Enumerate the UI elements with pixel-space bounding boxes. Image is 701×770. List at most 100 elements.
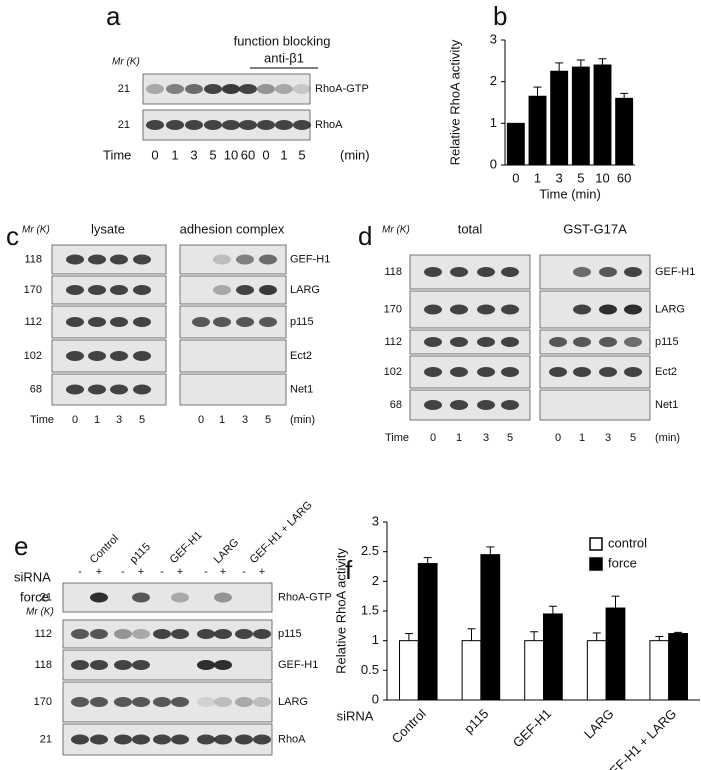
panel-label: a [106, 1, 121, 31]
x-tick-label: 1 [534, 170, 541, 185]
band [275, 120, 293, 130]
band [133, 254, 151, 265]
band [259, 317, 277, 327]
band [146, 120, 164, 130]
group-label: adhesion complex [180, 221, 285, 236]
band [214, 660, 232, 670]
band [185, 84, 203, 94]
lane-label: 0 [262, 147, 269, 162]
lane-label: 1 [94, 414, 100, 426]
band [477, 367, 495, 377]
unit-label: (min) [340, 147, 370, 162]
band [171, 734, 189, 745]
band [66, 254, 84, 265]
y-tick-label: 0.5 [361, 662, 379, 677]
mw-label: 102 [24, 350, 42, 362]
band [624, 304, 642, 315]
sign-label: + [138, 566, 144, 578]
band [599, 337, 617, 347]
lane-label: 1 [219, 414, 225, 426]
band [197, 734, 215, 745]
band [88, 317, 106, 327]
lane-label: 1 [579, 432, 585, 444]
mw-label: 21 [40, 591, 52, 603]
lane-label: 0 [555, 432, 561, 444]
lane-label: 5 [298, 147, 305, 162]
protein-label: RhoA [315, 119, 343, 131]
bar [543, 613, 563, 701]
band [133, 384, 151, 395]
band [253, 629, 271, 639]
band [166, 84, 184, 94]
band [624, 367, 642, 377]
time-label: Time [385, 432, 409, 444]
mw-label: 21 [40, 733, 52, 745]
sign-label: + [220, 566, 226, 578]
protein-label: Net1 [290, 383, 313, 395]
band [599, 367, 617, 377]
band [239, 120, 257, 130]
mw-label: 68 [390, 399, 402, 411]
lane-label: 5 [265, 414, 271, 426]
lane-label: 5 [507, 432, 513, 444]
band [214, 629, 232, 639]
band [153, 697, 171, 707]
band [90, 734, 108, 745]
lane-label: 5 [139, 414, 145, 426]
band [132, 734, 150, 745]
band [450, 367, 468, 377]
band [235, 629, 253, 639]
lane-label: 5 [209, 147, 216, 162]
band [501, 304, 519, 315]
band [133, 317, 151, 327]
group-label: LARG [212, 536, 242, 566]
band [71, 734, 89, 745]
band [257, 120, 275, 130]
legend-label: control [608, 535, 647, 550]
x-tick-label: 60 [617, 170, 631, 185]
band [477, 337, 495, 347]
lane-label: 1 [280, 147, 287, 162]
band [88, 351, 106, 361]
band [66, 285, 84, 295]
bar [571, 66, 590, 166]
band [501, 267, 519, 277]
blot [539, 389, 651, 421]
band [90, 592, 108, 603]
y-tick-label: 1 [490, 115, 497, 130]
band [132, 660, 150, 670]
protein-label: Ect2 [655, 366, 677, 378]
mw-label: 170 [384, 303, 402, 315]
band [171, 629, 189, 639]
blot [179, 373, 287, 406]
y-tick-label: 2 [490, 73, 497, 88]
band [166, 120, 184, 130]
band [501, 400, 519, 410]
bar [399, 640, 419, 701]
band [477, 267, 495, 277]
protein-label: p115 [278, 628, 302, 640]
lane-label: 0 [151, 147, 158, 162]
band [239, 84, 257, 94]
x-tick-label: 0 [512, 170, 519, 185]
band [90, 629, 108, 639]
lane-label: 3 [605, 432, 611, 444]
blot [179, 275, 287, 305]
unit-label: (min) [655, 432, 680, 444]
band [214, 592, 232, 603]
band [214, 734, 232, 745]
y-tick-label: 0 [490, 156, 497, 171]
bar [524, 640, 544, 701]
lane-label: 0 [72, 414, 78, 426]
band [549, 367, 567, 377]
band [213, 285, 231, 295]
band [71, 697, 89, 707]
lane-label: 3 [242, 414, 248, 426]
band [236, 254, 254, 265]
bar [550, 70, 569, 166]
bar [528, 95, 547, 166]
protein-label: GEF-H1 [278, 659, 318, 671]
band [197, 629, 215, 639]
bar [417, 563, 438, 701]
panel-label: d [358, 221, 372, 251]
